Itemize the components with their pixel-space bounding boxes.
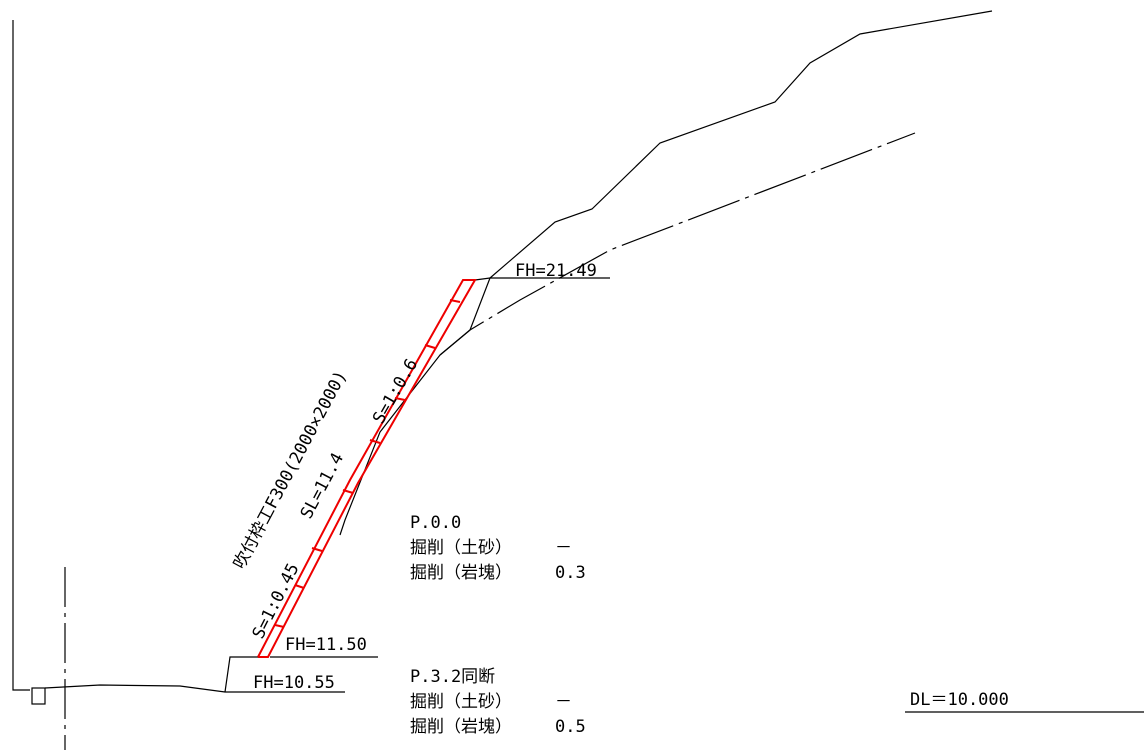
fh-bottom: FH=10.55 bbox=[253, 673, 335, 693]
row-name: 掘削（岩塊） bbox=[410, 563, 512, 583]
row-name: 掘削（土砂） bbox=[410, 692, 512, 712]
station: P.3.2同断 bbox=[410, 667, 495, 687]
row-value: － bbox=[555, 692, 572, 712]
slope-lower: S=1:0.45 bbox=[249, 560, 304, 642]
row-value: 0.5 bbox=[555, 717, 586, 737]
row-name: 掘削（岩塊） bbox=[410, 717, 512, 737]
linework bbox=[12, 10, 1144, 750]
fh-mid: FH=11.50 bbox=[285, 635, 367, 655]
fh-top: FH=21.49 bbox=[515, 261, 597, 281]
row-value: 0.3 bbox=[555, 563, 586, 583]
row-name: 掘削（土砂） bbox=[410, 538, 512, 558]
datum: DL＝10.000 bbox=[910, 690, 1009, 710]
row-value: － bbox=[555, 538, 572, 558]
station: P.0.0 bbox=[410, 513, 461, 533]
